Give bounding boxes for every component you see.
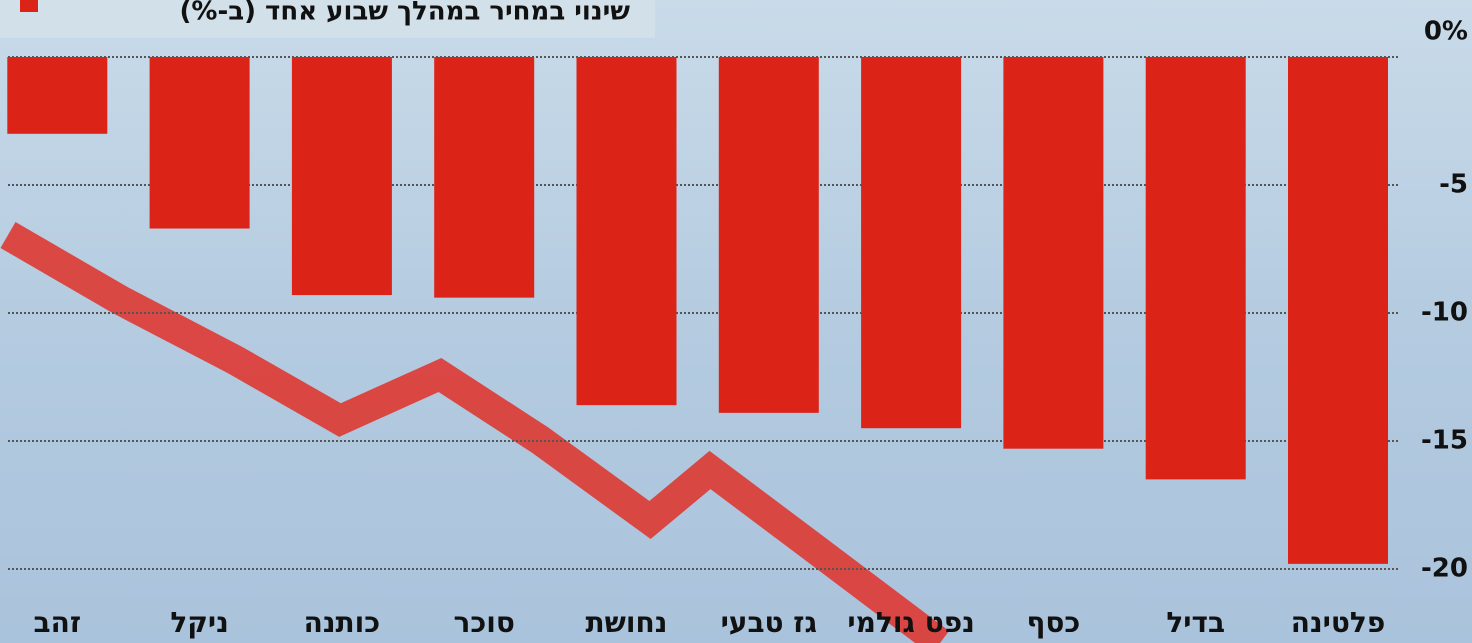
- bar: [861, 57, 962, 429]
- decorative-arrow: [0, 222, 950, 643]
- y-tick-label: -15: [1421, 426, 1468, 456]
- x-tick-label: גז טבעי: [721, 606, 817, 639]
- y-tick-label: -10: [1421, 298, 1468, 328]
- x-tick-label: זהב: [34, 606, 82, 639]
- y-tick-label: -20: [1421, 554, 1468, 584]
- bar: [576, 57, 677, 406]
- legend-swatch: [20, 0, 38, 12]
- x-tick-label: ניקל: [170, 606, 229, 639]
- x-tick-label: כסף: [1027, 606, 1081, 639]
- bar: [1145, 57, 1246, 480]
- x-tick-label: סוכר: [454, 606, 515, 639]
- x-tick-label: פלטינה: [1291, 606, 1386, 639]
- bar: [718, 57, 819, 413]
- x-tick-label: נחושת: [586, 606, 668, 639]
- bar: [149, 57, 250, 229]
- y-tick-label: 0%: [1424, 17, 1468, 47]
- bar: [1003, 57, 1104, 449]
- bar: [291, 57, 392, 296]
- x-tick-label: כותנה: [304, 606, 381, 639]
- bar: [434, 57, 535, 298]
- x-tick-label: בדיל: [1166, 606, 1225, 639]
- y-tick-label: -5: [1439, 170, 1468, 200]
- bar: [1288, 57, 1388, 564]
- bar: [7, 57, 108, 134]
- x-tick-label: נפט גולמי: [847, 606, 974, 639]
- legend-label: שינוי במחיר במהלך שבוע אחד (ב-%): [180, 0, 631, 27]
- legend-box: [0, 0, 655, 38]
